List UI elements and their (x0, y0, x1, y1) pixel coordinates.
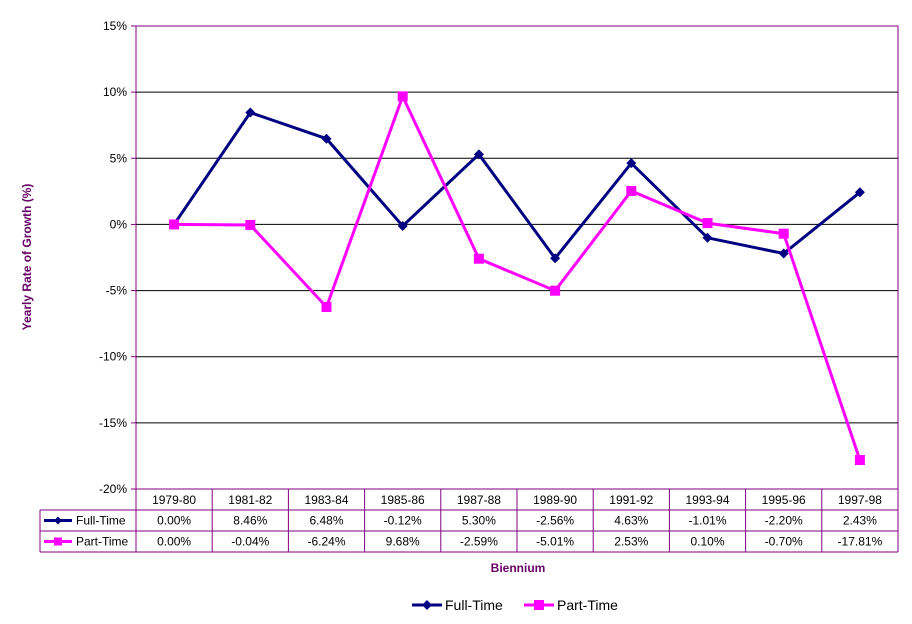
y-tick-label: -20% (99, 482, 127, 496)
data-point-part-time (321, 301, 332, 312)
data-point-part-time (626, 185, 637, 196)
y-tick-label: 0% (110, 217, 128, 231)
data-label: 0.00% (157, 535, 191, 549)
table-series-name: Part-Time (76, 535, 129, 549)
data-label: 2.43% (843, 514, 877, 528)
data-point-full-time (473, 149, 484, 160)
table-key-marker-part-time (54, 537, 62, 546)
data-label: 6.48% (309, 514, 343, 528)
y-tick-label: 15% (103, 19, 127, 33)
legend-marker-part-time (534, 600, 544, 610)
data-point-part-time (854, 455, 865, 466)
data-point-part-time (245, 219, 256, 230)
data-point-part-time (778, 228, 789, 239)
y-tick-label: 5% (110, 151, 128, 165)
x-tick-label: 1983-84 (304, 493, 348, 507)
x-tick-label: 1987-88 (457, 493, 501, 507)
x-tick-label: 1995-96 (762, 493, 806, 507)
data-label: 4.63% (614, 514, 648, 528)
legend-label-part-time: Part-Time (557, 597, 618, 613)
data-label: 5.30% (462, 514, 496, 528)
data-label: -0.12% (384, 514, 422, 528)
data-point-part-time (397, 91, 408, 102)
x-tick-label: 1985-86 (381, 493, 425, 507)
data-point-part-time (702, 218, 713, 229)
y-tick-label: -5% (106, 284, 128, 298)
data-point-full-time (778, 248, 789, 259)
data-label: 2.53% (614, 535, 648, 549)
y-tick-label: -15% (99, 416, 127, 430)
data-point-full-time (245, 107, 256, 118)
data-point-part-time (550, 285, 561, 296)
data-label: -2.20% (765, 514, 803, 528)
y-tick-label: 10% (103, 85, 127, 99)
y-tick-label: -10% (99, 350, 127, 364)
data-point-full-time (550, 253, 561, 264)
series-line-full-time (172, 110, 861, 261)
x-tick-label: 1981-82 (228, 493, 272, 507)
data-label: -5.01% (536, 535, 574, 549)
data-point-part-time (473, 253, 484, 264)
data-point-full-time (854, 187, 865, 198)
data-label: -1.01% (688, 514, 726, 528)
legend-label-full-time: Full-Time (445, 597, 503, 613)
series-lines (172, 92, 862, 461)
data-label: -0.70% (765, 535, 803, 549)
series-line-part-time (174, 92, 862, 461)
table-key-marker-full-time (54, 516, 62, 525)
data-label: -6.24% (307, 535, 345, 549)
x-axis-title: Biennium (491, 561, 546, 575)
y-axis-title: Yearly Rate of Growth (%) (20, 184, 34, 331)
data-label: 8.46% (233, 514, 267, 528)
data-point-full-time (626, 158, 637, 169)
data-point-full-time (702, 232, 713, 243)
x-tick-label: 1997-98 (838, 493, 882, 507)
data-label: 0.00% (157, 514, 191, 528)
data-label: -2.59% (460, 535, 498, 549)
series-markers (169, 91, 865, 466)
legend-marker-full-time (422, 600, 432, 610)
x-tick-label: 1993-94 (685, 493, 729, 507)
x-tick-label: 1991-92 (609, 493, 653, 507)
legend: Full-Time Part-Time (412, 597, 618, 613)
gridlines (136, 91, 898, 424)
y-axis: 15% 10% 5% 0% -5% -10% -15% -20% (99, 19, 136, 496)
data-label: 9.68% (386, 535, 420, 549)
table-series-name: Full-Time (76, 514, 126, 528)
data-label: -2.56% (536, 514, 574, 528)
data-label: 0.10% (690, 535, 724, 549)
data-point-full-time (397, 221, 408, 232)
data-point-part-time (169, 219, 180, 230)
data-label: -17.81% (838, 535, 883, 549)
x-tick-label: 1989-90 (533, 493, 577, 507)
data-table: 1979-80 1981-82 1983-84 1985-86 1987-88 1989-… (39, 489, 899, 553)
data-point-full-time (321, 133, 332, 144)
data-label: -0.04% (231, 535, 269, 549)
x-tick-label: 1979-80 (152, 493, 196, 507)
